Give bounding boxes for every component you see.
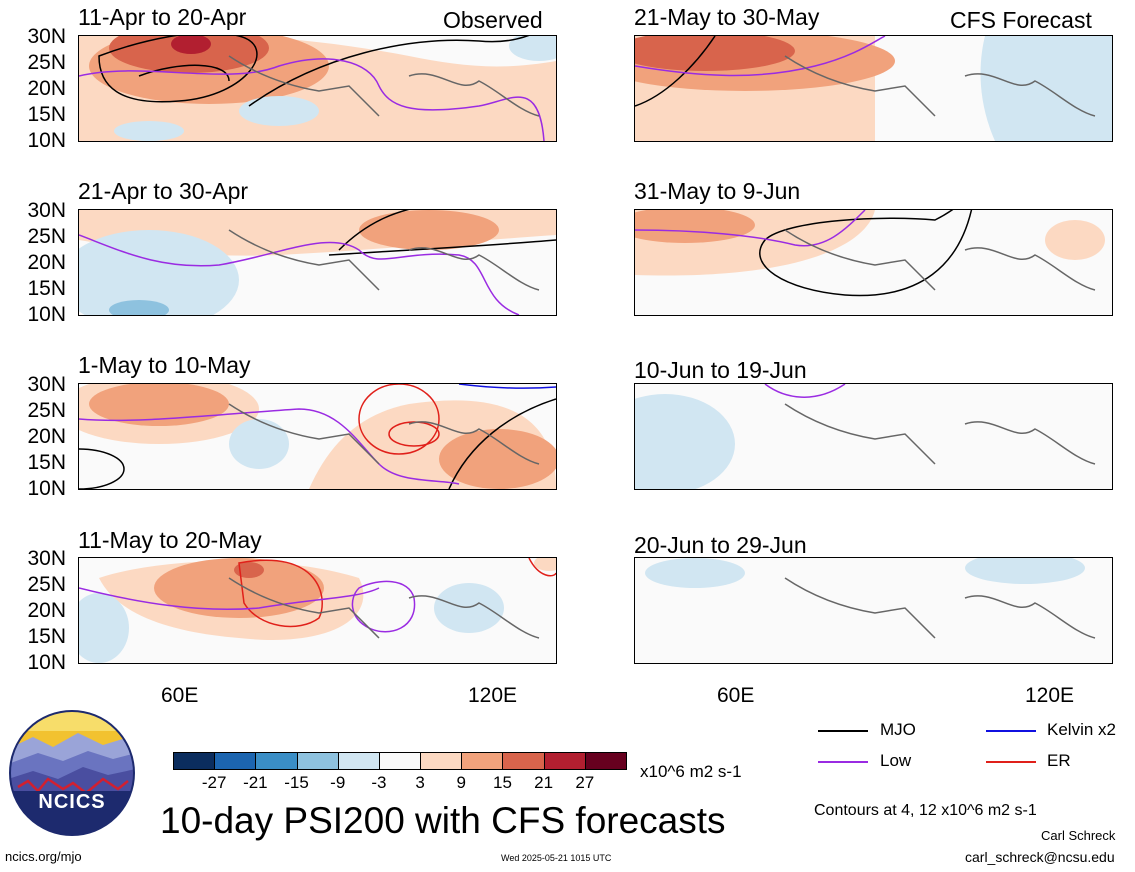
- map-panel-fcst-4: [634, 557, 1113, 664]
- legend-mjo-label: MJO: [880, 720, 916, 739]
- legend-er-line: [986, 761, 1036, 763]
- map-panel-obs-3: [78, 383, 557, 490]
- map-panel-obs-2: [78, 209, 557, 316]
- colorbar-tick-label: -15: [284, 773, 309, 792]
- map-panel-fcst-1: [634, 35, 1113, 142]
- lat-label: 30N: [27, 25, 66, 48]
- legend-kelvin-label: Kelvin x2: [1047, 720, 1116, 739]
- colorbar-swatch: [173, 752, 216, 770]
- colorbar-tick-label: -27: [201, 773, 227, 792]
- panel-title-fcst-4: 20-Jun to 29-Jun: [634, 532, 807, 558]
- colorbar-swatch: [502, 752, 545, 770]
- map-panel-fcst-2: [634, 209, 1113, 316]
- ncics-logo: NCICS: [8, 709, 136, 837]
- forecast-label: CFS Forecast: [950, 7, 1092, 33]
- legend-low-label: Low: [880, 751, 912, 770]
- lat-label: 20N: [27, 77, 66, 100]
- colorbar-swatch: [461, 752, 504, 770]
- lat-label: 10N: [27, 477, 66, 500]
- lat-label: 30N: [27, 373, 66, 396]
- colorbar-tick-label: 27: [575, 773, 595, 792]
- panel-title-obs-3: 1-May to 10-May: [78, 352, 251, 378]
- legend-er-label: ER: [1047, 751, 1071, 770]
- lat-label: 20N: [27, 251, 66, 274]
- lat-label: 15N: [27, 625, 66, 648]
- lat-label: 30N: [27, 199, 66, 222]
- colorbar-tick-label: -21: [243, 773, 268, 792]
- colorbar-swatch: [337, 752, 380, 770]
- colorbar-swatch: [584, 752, 627, 770]
- colorbar-tick-label: 3: [415, 773, 425, 792]
- lat-label: 20N: [27, 599, 66, 622]
- colorbar-tick-label: 21: [534, 773, 554, 792]
- colorbar-tick-label: 15: [492, 773, 512, 792]
- colorbar-swatch: [378, 752, 422, 770]
- lon-label-120e-left: 120E: [468, 684, 518, 707]
- legend-mjo-line: [818, 730, 868, 732]
- lat-label: 15N: [27, 451, 66, 474]
- lat-label: 10N: [27, 303, 66, 326]
- panel-title-fcst-2: 31-May to 9-Jun: [634, 178, 801, 204]
- map-panel-obs-1: [78, 35, 557, 142]
- colorbar-tick-label: -3: [371, 773, 387, 792]
- lon-label-60e-right: 60E: [717, 684, 755, 707]
- colorbar-tick-label: -9: [330, 773, 346, 792]
- colorbar-unit: x10^6 m2 s-1: [640, 762, 742, 781]
- colorbar-swatch: [543, 752, 586, 770]
- lat-label: 10N: [27, 651, 66, 674]
- footer-author: Carl Schreck: [1041, 828, 1116, 843]
- legend-low-line: [818, 761, 868, 763]
- colorbar-tick-label: 9: [456, 773, 466, 792]
- lat-label: 15N: [27, 277, 66, 300]
- footer-timestamp: Wed 2025-05-21 1015 UTC: [501, 853, 612, 863]
- panel-title-fcst-1: 21-May to 30-May: [634, 4, 820, 30]
- panel-title-obs-1: 11-Apr to 20-Apr: [78, 4, 247, 30]
- lat-label: 30N: [27, 547, 66, 570]
- observed-label: Observed: [443, 7, 543, 33]
- contours-note: Contours at 4, 12 x10^6 m2 s-1: [814, 802, 1037, 819]
- panel-title-obs-2: 21-Apr to 30-Apr: [78, 178, 249, 204]
- lon-label-120e-right: 120E: [1025, 684, 1075, 707]
- lat-label: 10N: [27, 129, 66, 152]
- lat-label: 15N: [27, 103, 66, 126]
- footer-url[interactable]: ncics.org/mjo: [5, 849, 82, 864]
- map-panel-fcst-3: [634, 383, 1113, 490]
- lon-label-60e-left: 60E: [161, 684, 199, 707]
- colorbar-swatch: [214, 752, 257, 770]
- colorbar-swatch: [255, 752, 298, 770]
- lat-label: 25N: [27, 51, 66, 74]
- lat-label: 25N: [27, 225, 66, 248]
- panel-title-obs-4: 11-May to 20-May: [78, 527, 262, 553]
- lat-label: 25N: [27, 573, 66, 596]
- colorbar: -27 -21 -15 -9 -3 3 9 15 21 27: [173, 752, 627, 792]
- colorbar-swatch: [296, 752, 339, 770]
- legend-kelvin-line: [986, 730, 1036, 732]
- footer-email[interactable]: carl_schreck@ncsu.edu: [965, 849, 1115, 865]
- logo-text: NCICS: [38, 791, 106, 813]
- panel-title-fcst-3: 10-Jun to 19-Jun: [634, 357, 807, 383]
- lat-label: 25N: [27, 399, 66, 422]
- map-panel-obs-4: [78, 557, 557, 664]
- lat-label: 20N: [27, 425, 66, 448]
- main-title: 10-day PSI200 with CFS forecasts: [160, 800, 726, 841]
- colorbar-swatch: [420, 752, 463, 770]
